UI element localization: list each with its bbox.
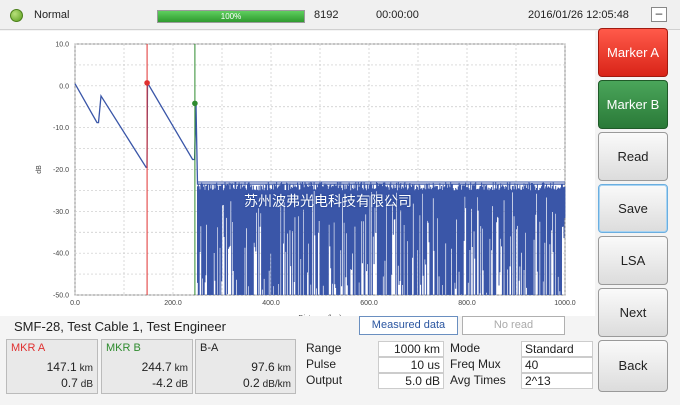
minimize-button[interactable]: – bbox=[651, 7, 667, 22]
watermark-text: 苏州波弗光电科技有限公司 bbox=[244, 194, 412, 210]
x-tick-label: 400.0 bbox=[262, 300, 280, 307]
b-minus-a-loss-unit: dB/km bbox=[262, 379, 291, 390]
y-tick-label: -10.0 bbox=[53, 125, 69, 132]
status-bar: Normal 100% 8192 00:00:00 2016/01/26 12:… bbox=[0, 0, 680, 30]
marker-a-distance-unit: km bbox=[79, 363, 93, 374]
y-axis-label: dB bbox=[36, 165, 43, 174]
freq-mux-label: Freq Mux bbox=[450, 357, 501, 371]
range-label: Range bbox=[306, 341, 342, 355]
marker-b-distance-unit: km bbox=[174, 363, 188, 374]
progress-bar: 100% bbox=[157, 10, 305, 23]
mode-value[interactable]: Standard bbox=[521, 341, 593, 357]
x-tick-label: 600.0 bbox=[360, 300, 378, 307]
sample-count: 8192 bbox=[314, 9, 339, 21]
marker-a-loss-unit: dB bbox=[80, 379, 93, 390]
save-button[interactable]: Save bbox=[598, 184, 668, 233]
b-minus-a-panel: B-A 97.6 km 0.2 dB/km bbox=[195, 339, 296, 394]
output-label: Output bbox=[306, 373, 343, 387]
noise-floor-trace bbox=[197, 182, 566, 295]
b-minus-a-distance: 97.6 km bbox=[251, 360, 291, 374]
no-read-indicator: No read bbox=[462, 316, 565, 335]
x-tick-label: 1000.0 bbox=[554, 300, 576, 307]
y-tick-label: -30.0 bbox=[53, 209, 69, 216]
y-tick-label: -20.0 bbox=[53, 167, 69, 174]
avg-times-value[interactable]: 2^13 bbox=[521, 373, 593, 389]
marker-point bbox=[144, 80, 150, 86]
b-minus-a-loss-value: 0.2 bbox=[242, 376, 260, 390]
marker-a-distance-value: 147.1 bbox=[46, 360, 77, 374]
pulse-value[interactable]: 10 us bbox=[378, 357, 444, 373]
trace-chart[interactable]: 10.0 0.0 -10.0 -20.0 -30.0 -40.0 -50.0 0.0 200.0… bbox=[0, 31, 595, 316]
y-tick-label: 0.0 bbox=[59, 83, 69, 90]
progress-fill bbox=[158, 11, 304, 22]
range-value[interactable]: 1000 km bbox=[378, 341, 444, 357]
back-button[interactable]: Back bbox=[598, 340, 668, 392]
x-tick-label: 0.0 bbox=[70, 300, 80, 307]
trace-name: SMF-28, Test Cable 1, Test Engineer bbox=[14, 319, 226, 334]
trace-chart-svg[interactable]: 10.00.0-10.0-20.0-30.0-40.0-50.00.0 200.0… bbox=[0, 31, 595, 317]
avg-times-label: Avg Times bbox=[450, 373, 506, 387]
marker-a-loss-value: 0.7 bbox=[61, 376, 78, 390]
status-indicator-icon bbox=[10, 9, 23, 22]
marker-a-distance: 147.1 km bbox=[47, 360, 93, 374]
marker-b-title: MKR B bbox=[106, 342, 141, 354]
marker-a-panel: MKR A 147.1 km 0.7 dB bbox=[6, 339, 98, 394]
y-tick-label: 10.0 bbox=[55, 42, 69, 49]
freq-mux-value[interactable]: 40 bbox=[521, 357, 593, 373]
marker-a-button[interactable]: Marker A bbox=[598, 28, 668, 77]
marker-b-distance-value: 244.7 bbox=[141, 360, 172, 374]
x-axis-label: Distance (km) bbox=[298, 315, 341, 316]
b-minus-a-loss: 0.2 dB/km bbox=[243, 376, 291, 390]
date-time: 2016/01/26 12:05:48 bbox=[528, 9, 629, 21]
status-text: Normal bbox=[34, 9, 70, 21]
pulse-label: Pulse bbox=[306, 357, 337, 371]
marker-b-loss-value: -4.2 bbox=[152, 376, 173, 390]
marker-b-loss: -4.2 dB bbox=[152, 376, 188, 390]
b-minus-a-distance-value: 97.6 bbox=[251, 360, 275, 374]
x-tick-label: 800.0 bbox=[458, 300, 476, 307]
lsa-button[interactable]: LSA bbox=[598, 236, 668, 285]
mode-label: Mode bbox=[450, 341, 481, 355]
elapsed-time: 00:00:00 bbox=[376, 9, 419, 21]
read-button[interactable]: Read bbox=[598, 132, 668, 181]
measurement-settings: Range 1000 km Pulse 10 us Output 5.0 dB … bbox=[300, 339, 596, 394]
marker-b-button[interactable]: Marker B bbox=[598, 80, 668, 129]
y-tick-label: -40.0 bbox=[53, 251, 69, 258]
b-minus-a-distance-unit: km bbox=[277, 363, 291, 374]
marker-point bbox=[192, 100, 198, 107]
marker-a-title: MKR A bbox=[11, 342, 46, 354]
y-tick-label: -50.0 bbox=[53, 293, 69, 300]
marker-b-panel: MKR B 244.7 km -4.2 dB bbox=[101, 339, 193, 394]
x-tick-label: 200.0 bbox=[164, 300, 182, 307]
next-button[interactable]: Next bbox=[598, 288, 668, 337]
b-minus-a-title: B-A bbox=[200, 342, 219, 354]
marker-b-loss-unit: dB bbox=[175, 379, 188, 390]
marker-b-distance: 244.7 km bbox=[142, 360, 188, 374]
marker-a-loss: 0.7 dB bbox=[61, 376, 93, 390]
progress-label: 100% bbox=[220, 12, 242, 21]
output-value[interactable]: 5.0 dB bbox=[378, 373, 444, 389]
measured-data-indicator: Measured data bbox=[359, 316, 458, 335]
